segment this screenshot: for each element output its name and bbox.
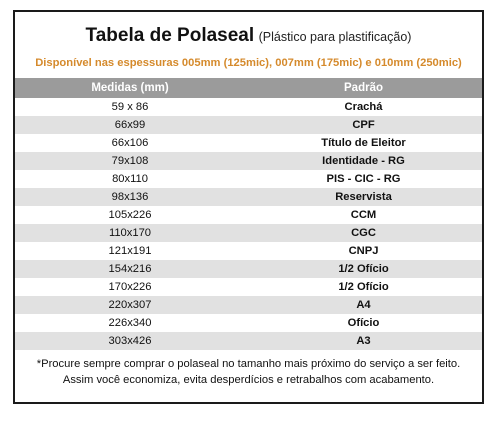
column-header-measures: Medidas (mm) — [91, 82, 169, 94]
cell-measure: 66x99 — [114, 119, 146, 131]
table-row: 66x99 CPF — [15, 116, 482, 134]
cell-measure: 110x170 — [108, 227, 152, 239]
cell-standard: 1/2 Ofício — [338, 263, 389, 275]
cell-standard: A4 — [356, 299, 371, 311]
cell-measure: 170x226 — [108, 281, 152, 293]
cell-standard: A3 — [356, 335, 371, 347]
cell-measure: 66x106 — [111, 137, 149, 149]
page-subtitle: (Plástico para plastificação) — [258, 30, 412, 44]
cell-measure: 303x426 — [108, 335, 152, 347]
cell-measure: 105x226 — [108, 209, 152, 221]
table-body: 59 x 86 Crachá 66x99 CPF 66x106 Título de Ele… — [15, 98, 482, 350]
cell-standard: CPF — [352, 119, 375, 131]
table-header-row: Medidas (mm) Padrão — [15, 78, 482, 98]
cell-standard: PIS - CIC - RG — [326, 173, 401, 185]
cell-measure: 226x340 — [108, 317, 152, 329]
table-row: 98x136 Reservista — [15, 188, 482, 206]
cell-measure: 98x136 — [111, 191, 149, 203]
table-row: 59 x 86 Crachá — [15, 98, 482, 116]
footnote: *Procure sempre comprar o polaseal no ta… — [36, 358, 461, 386]
page-title: Tabela de Polaseal — [85, 25, 255, 46]
cell-measure: 59 x 86 — [111, 101, 149, 113]
cell-standard: CGC — [351, 227, 376, 239]
table-row: 105x226 CCM — [15, 206, 482, 224]
table-row: 121x191 CNPJ — [15, 242, 482, 260]
table-row: 226x340 Ofício — [15, 314, 482, 332]
card-header: Tabela de Polaseal (Plástico para plasti… — [15, 12, 482, 78]
table-row: 303x426 A3 — [15, 332, 482, 350]
table-row: 66x106 Título de Eleitor — [15, 134, 482, 152]
table-row: 154x216 1/2 Ofício — [15, 260, 482, 278]
cell-measure: 121x191 — [108, 245, 152, 257]
cell-measure: 79x108 — [111, 155, 149, 167]
cell-measure: 220x307 — [108, 299, 152, 311]
cell-measure: 154x216 — [108, 263, 152, 275]
cell-standard: CNPJ — [348, 245, 379, 257]
cell-standard: Crachá — [344, 101, 383, 113]
table-row: 80x110 PIS - CIC - RG — [15, 170, 482, 188]
table-row: 110x170 CGC — [15, 224, 482, 242]
cell-standard: CCM — [350, 209, 377, 221]
polaseal-table-card: Tabela de Polaseal (Plástico para plasti… — [13, 10, 484, 404]
title-line: Tabela de Polaseal (Plástico para plasti… — [15, 25, 482, 48]
cell-measure: 80x110 — [112, 173, 148, 185]
cell-standard: Ofício — [347, 317, 380, 329]
cell-standard: Identidade - RG — [322, 155, 405, 167]
thickness-availability-note: Disponível nas espessuras 005mm (125mic)… — [35, 57, 462, 69]
cell-standard: Título de Eleitor — [321, 137, 406, 149]
cell-standard: Reservista — [335, 191, 392, 203]
table-row: 79x108 Identidade - RG — [15, 152, 482, 170]
table-row: 170x226 1/2 Ofício — [15, 278, 482, 296]
table-row: 220x307 A4 — [15, 296, 482, 314]
column-header-standard: Padrão — [344, 82, 383, 94]
cell-standard: 1/2 Ofício — [338, 281, 389, 293]
